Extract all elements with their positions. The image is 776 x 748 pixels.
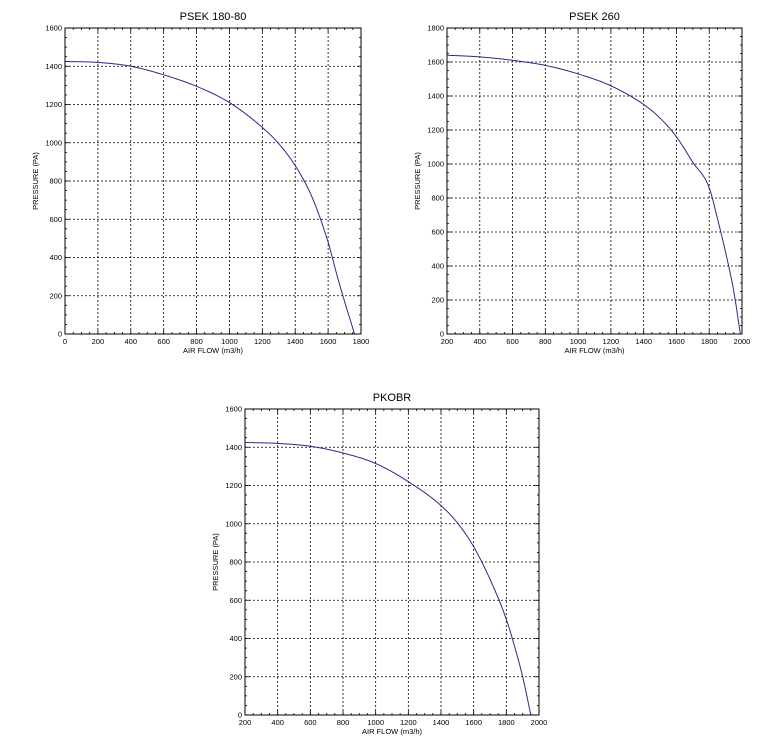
x-tick-label: 1400 — [635, 337, 652, 346]
x-tick-label: 0 — [63, 337, 67, 346]
y-axis-label: PRESSURE (PA) — [413, 152, 422, 210]
chart-title: PSEK 260 — [569, 11, 620, 23]
plot-frame — [244, 408, 540, 716]
y-tick-label: 1200 — [225, 481, 242, 490]
y-tick-label: 600 — [229, 596, 242, 605]
x-tick-label: 200 — [441, 337, 454, 346]
y-axis-label: PRESSURE (PA) — [211, 533, 220, 591]
y-tick-label: 1800 — [427, 24, 444, 33]
x-tick-label: 2000 — [531, 718, 548, 727]
x-tick-label: 1800 — [701, 337, 718, 346]
chart-1: PSEK 180-80 0 200 400 600 800 1000 1200 1400 1600… — [31, 11, 369, 355]
y-tick-label: 0 — [440, 330, 444, 339]
y-tick-label: 1000 — [225, 519, 242, 528]
x-tick-label: 800 — [539, 337, 552, 346]
y-tick-label: 400 — [49, 253, 62, 262]
y-tick-label: 1400 — [45, 62, 62, 71]
y-tick-label: 1400 — [427, 92, 444, 101]
y-tick-label: 600 — [49, 215, 62, 224]
x-tick-label: 1400 — [287, 337, 304, 346]
chart-title: PKOBR — [373, 392, 412, 404]
x-axis-label: AIR FLOW (m3/h) — [564, 346, 625, 355]
x-tick-label: 1200 — [400, 718, 417, 727]
y-tick-label: 1400 — [225, 443, 242, 452]
y-tick-label: 800 — [229, 558, 242, 567]
x-tick-label: 600 — [157, 337, 170, 346]
y-axis-label: PRESSURE (PA) — [31, 152, 40, 210]
x-tick-label: 200 — [92, 337, 105, 346]
y-tick-label: 800 — [431, 194, 444, 203]
x-tick-label: 1600 — [668, 337, 685, 346]
x-tick-label: 200 — [239, 718, 252, 727]
x-tick-label: 1600 — [465, 718, 482, 727]
chart-title: PSEK 180-80 — [180, 11, 247, 23]
chart-2: PSEK 260 200 400 600 800 1000 1200 1400 1600 1800… — [413, 11, 750, 355]
y-tick-label: 400 — [431, 262, 444, 271]
y-tick-label: 800 — [49, 177, 62, 186]
y-tick-label: 1200 — [427, 126, 444, 135]
x-tick-label: 1000 — [367, 718, 384, 727]
x-tick-label: 1200 — [254, 337, 271, 346]
x-tick-label: 600 — [506, 337, 519, 346]
x-tick-label: 1400 — [433, 718, 450, 727]
series-line — [64, 60, 355, 335]
x-tick-label: 600 — [304, 718, 317, 727]
y-tick-label: 600 — [431, 228, 444, 237]
x-tick-label: 1000 — [570, 337, 587, 346]
x-tick-label: 1000 — [221, 337, 238, 346]
plot-frame — [446, 27, 743, 335]
x-tick-label: 1800 — [353, 337, 370, 346]
x-tick-label: 400 — [474, 337, 487, 346]
plot-frame — [64, 27, 362, 335]
y-tick-label: 1200 — [45, 100, 62, 109]
x-tick-label: 800 — [190, 337, 203, 346]
y-tick-label: 1000 — [45, 138, 62, 147]
y-tick-label: 1000 — [427, 160, 444, 169]
y-tick-label: 1600 — [225, 405, 242, 414]
y-tick-label: 200 — [229, 672, 242, 681]
series-line — [244, 441, 532, 716]
x-tick-label: 1600 — [320, 337, 337, 346]
x-axis-label: AIR FLOW (m3/h) — [183, 346, 244, 355]
y-tick-label: 1600 — [427, 58, 444, 67]
x-tick-label: 1800 — [498, 718, 515, 727]
x-tick-label: 400 — [271, 718, 284, 727]
y-tick-label: 1600 — [45, 24, 62, 33]
y-tick-label: 200 — [431, 296, 444, 305]
x-tick-label: 1200 — [603, 337, 620, 346]
y-tick-label: 0 — [238, 711, 242, 720]
x-tick-label: 400 — [125, 337, 138, 346]
series-line — [446, 54, 741, 335]
y-tick-label: 0 — [58, 330, 62, 339]
chart-3: PKOBR 200 400 600 800 1000 1200 1400 1600 1800 200… — [211, 392, 547, 736]
x-tick-label: 2000 — [734, 337, 751, 346]
y-tick-label: 400 — [229, 634, 242, 643]
y-tick-label: 200 — [49, 291, 62, 300]
x-tick-label: 800 — [337, 718, 350, 727]
x-axis-label: AIR FLOW (m3/h) — [362, 727, 423, 736]
